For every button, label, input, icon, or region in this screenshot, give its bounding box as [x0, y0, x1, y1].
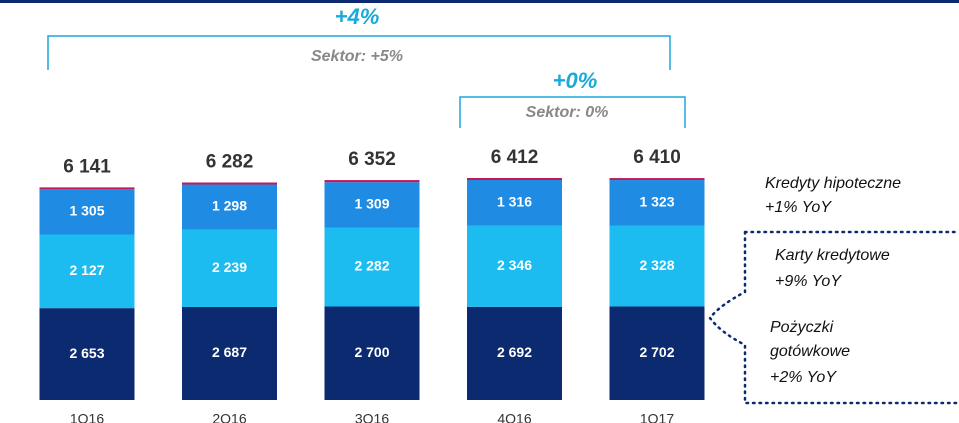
- segment-label: 2 346: [497, 257, 532, 273]
- segment-label: 2 687: [212, 344, 247, 360]
- bar-segment: [324, 180, 420, 183]
- bar-segment: [609, 178, 705, 181]
- segment-label: 2 282: [354, 258, 389, 274]
- bar-segment: [324, 306, 420, 400]
- growth-label: +0%: [553, 68, 598, 93]
- bar-segment: [39, 308, 135, 400]
- bar-segment: [609, 306, 705, 400]
- bar-segment: [182, 184, 277, 230]
- bar-segment: [39, 189, 135, 235]
- bar-segment: [324, 227, 420, 307]
- total-label: 6 412: [491, 147, 539, 168]
- segment-label: 2 692: [497, 344, 532, 360]
- total-label: 6 410: [633, 147, 681, 168]
- bar-segment: [467, 180, 562, 226]
- x-tick-label: 3Q16: [355, 411, 389, 423]
- bar-segment: [467, 178, 562, 181]
- sector-label: Sektor: 0%: [526, 104, 609, 121]
- bar-segment: [467, 306, 562, 400]
- total-label: 6 282: [206, 152, 254, 173]
- segment-label: 1 309: [354, 196, 389, 212]
- segment-label: 2 239: [212, 259, 247, 275]
- segment-label: 2 700: [354, 344, 389, 360]
- segment-label: 2 653: [69, 345, 104, 361]
- total-label: 6 141: [63, 156, 111, 177]
- bar-segment: [39, 234, 135, 309]
- growth-label: +4%: [335, 4, 380, 29]
- bar-segment: [182, 229, 277, 307]
- series-note: +2% YoY: [770, 369, 836, 386]
- segment-label: 1 323: [639, 194, 674, 210]
- series-note: Pożyczki gotówkowe: [770, 319, 851, 360]
- bar-segment: [182, 182, 277, 185]
- total-label: 6 352: [348, 149, 396, 170]
- segment-label: 1 305: [69, 203, 104, 219]
- segment-label: 1 316: [497, 193, 532, 209]
- bar-segment: [609, 225, 705, 307]
- x-tick-label: 2Q16: [212, 411, 246, 423]
- series-note: Karty kredytowe: [775, 247, 890, 264]
- bar-segment: [182, 306, 277, 400]
- x-tick-label: 1Q16: [70, 411, 104, 423]
- series-note: Kredyty hipoteczne: [765, 175, 902, 192]
- top-rule: [0, 0, 959, 3]
- dotted-callout: [708, 230, 959, 405]
- segment-label: 2 702: [639, 344, 674, 360]
- bar-segment: [467, 225, 562, 307]
- bar-segment: [39, 187, 135, 190]
- segment-label: 2 328: [639, 257, 674, 273]
- segment-label: 1 298: [212, 198, 247, 214]
- series-note: +9% YoY: [775, 273, 841, 290]
- segment-label: 2 127: [69, 262, 104, 278]
- series-note: +1% YoY: [765, 199, 831, 216]
- bar-segment: [609, 180, 705, 226]
- bracket: [47, 35, 671, 70]
- x-tick-label: 4Q16: [497, 411, 531, 423]
- bracket: [459, 96, 686, 128]
- sector-label: Sektor: +5%: [311, 48, 403, 65]
- bar-segment: [324, 182, 420, 228]
- x-tick-label: 1Q17: [640, 411, 674, 423]
